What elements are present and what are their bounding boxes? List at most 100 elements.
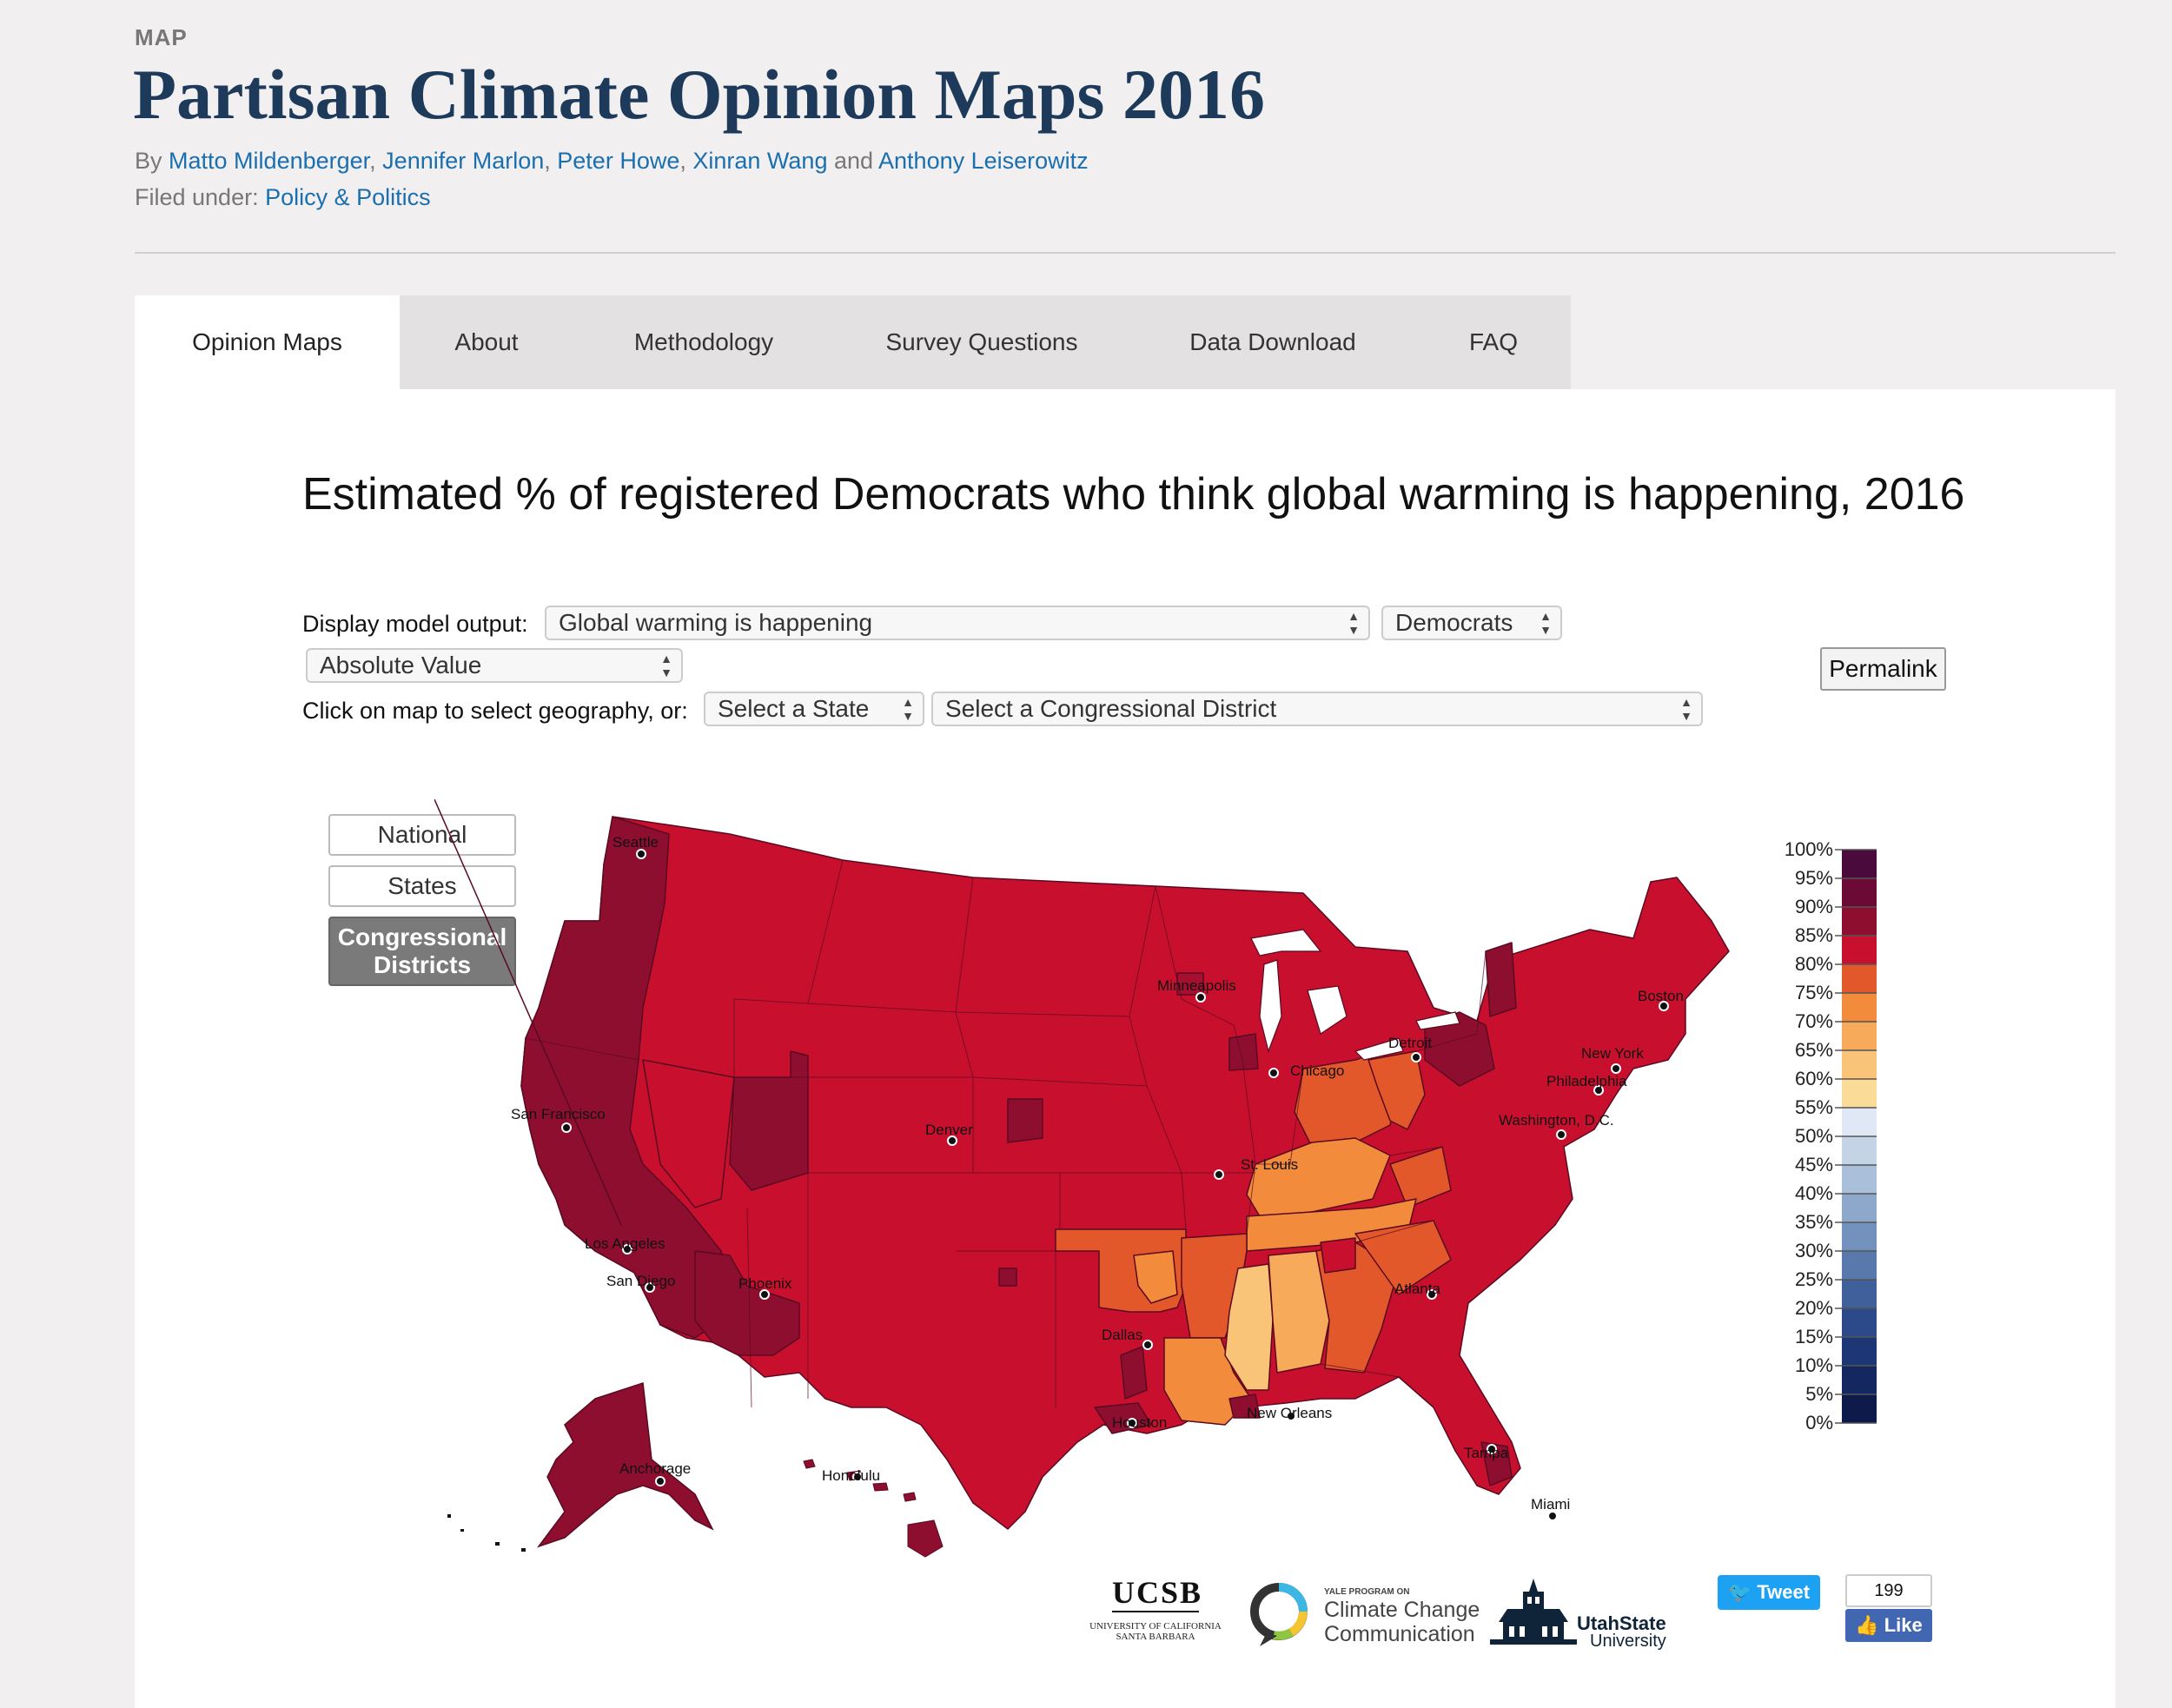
svg-text:Anchorage: Anchorage (619, 1460, 691, 1477)
district-select[interactable]: Select a Congressional District ▲ ▼ (931, 692, 1703, 726)
author-link[interactable]: Jennifer Marlon (382, 148, 545, 174)
legend-swatch (1842, 850, 1877, 878)
svg-text:Phoenix: Phoenix (738, 1275, 792, 1292)
map-region-georgia[interactable] (1315, 1241, 1400, 1374)
measure-select-value: Absolute Value (320, 652, 482, 679)
city-new-york: New York (1581, 1045, 1644, 1074)
legend-tick-label: 10% (1795, 1354, 1833, 1376)
tab-data-download[interactable]: Data Download (1189, 328, 1356, 355)
yale-logo-line1: Climate Change (1324, 1598, 1480, 1622)
permalink-button[interactable]: Permalink (1820, 647, 1946, 691)
state-borders (525, 833, 1487, 1408)
map-region-atlanta[interactable] (1320, 1237, 1356, 1274)
legend-swatch (1842, 964, 1877, 993)
svg-text:San Diego: San Diego (606, 1273, 675, 1289)
legend-tick-label: 30% (1795, 1240, 1833, 1261)
geography-label: Click on map to select geography, or: (302, 698, 688, 724)
thumbs-up-icon: 👍 (1855, 1614, 1879, 1636)
map-region-denver[interactable] (1007, 1098, 1043, 1143)
facebook-like-button[interactable]: 👍 Like (1845, 1609, 1932, 1642)
congressional-districts-button[interactable]: Congressional Districts (328, 917, 516, 986)
tab-methodology[interactable]: Methodology (633, 328, 774, 355)
map-region-nevada[interactable] (642, 1059, 735, 1208)
like-label: Like (1884, 1614, 1923, 1636)
map-region-oklahoma-central[interactable] (1133, 1250, 1178, 1304)
legend-swatch (1842, 1079, 1877, 1108)
city-tampa: Tampa (1464, 1444, 1509, 1461)
map-region-virginia[interactable] (1389, 1146, 1452, 1208)
svg-text:Washington, D.C.: Washington, D.C. (1499, 1112, 1614, 1129)
svg-text:Atlanta: Atlanta (1394, 1281, 1440, 1297)
legend-swatch (1842, 1194, 1877, 1222)
state-select[interactable]: Select a State ▲ ▼ (704, 692, 924, 726)
tab-survey-questions[interactable]: Survey Questions (885, 328, 1078, 355)
legend-tick-label: 25% (1795, 1268, 1833, 1290)
byline: By Matto Mildenberger, Jennifer Marlon, … (135, 148, 1089, 174)
map-region-vermont[interactable] (1485, 942, 1517, 1017)
legend-swatch (1842, 907, 1877, 936)
svg-text:New York: New York (1581, 1045, 1644, 1062)
select-arrows-icon: ▲ ▼ (1680, 695, 1692, 723)
tab-faq[interactable]: FAQ (1468, 328, 1518, 355)
national-button[interactable]: National (328, 814, 516, 856)
map-region-utah[interactable] (729, 1050, 809, 1191)
author-link[interactable]: Matto Mildenberger (169, 148, 370, 174)
legend-swatches (1842, 850, 1877, 1423)
category-link[interactable]: Policy & Politics (265, 184, 431, 210)
author-link[interactable]: Anthony Leiserowitz (878, 148, 1089, 174)
twitter-bird-icon: 🐦 (1727, 1581, 1752, 1603)
map-region-arizona-southwest[interactable] (694, 1250, 800, 1356)
yale-logo-line2: Communication (1324, 1622, 1475, 1646)
ucsb-logo[interactable]: UCSB UNIVERSITY OF CALIFORNIA SANTA BARB… (1077, 1574, 1234, 1644)
utah-state-logo[interactable]: UtahState University (1490, 1574, 1690, 1652)
svg-text:Denver: Denver (925, 1122, 973, 1138)
map-region-new-mexico-district[interactable] (998, 1268, 1017, 1287)
city-houston: Houston (1112, 1414, 1167, 1431)
tweet-button[interactable]: 🐦 Tweet (1718, 1575, 1820, 1610)
map-region-south-carolina[interactable] (1354, 1220, 1452, 1295)
ucsb-logo-sub1: UNIVERSITY OF CALIFORNIA (1089, 1621, 1222, 1632)
svg-text:Detroit: Detroit (1388, 1035, 1432, 1051)
map-region-oklahoma[interactable] (434, 799, 622, 1226)
question-select[interactable]: Global warming is happening ▲ ▼ (545, 606, 1370, 640)
tab-about[interactable]: About (454, 328, 519, 355)
map-region-houston[interactable] (1094, 1402, 1152, 1434)
legend-swatch (1842, 936, 1877, 964)
author-link[interactable]: Xinran Wang (692, 148, 828, 174)
district-select-value: Select a Congressional District (945, 695, 1277, 722)
svg-text:Minneapolis: Minneapolis (1157, 977, 1236, 994)
city-denver: Denver (925, 1122, 973, 1146)
map-region-chicago[interactable] (1228, 1033, 1259, 1071)
legend-tick-label: 5% (1805, 1383, 1833, 1405)
city-philadelphia: Philadelphia (1546, 1073, 1627, 1096)
author-link[interactable]: Peter Howe (557, 148, 680, 174)
legend-tick-label: 80% (1795, 953, 1833, 975)
legend-tick-label: 45% (1795, 1154, 1833, 1175)
map-region-new-orleans[interactable] (1228, 1394, 1261, 1419)
states-button[interactable]: States (328, 865, 516, 907)
ucsb-logo-sub2: SANTA BARBARA (1116, 1632, 1195, 1642)
usu-logo-line1: UtahState (1577, 1612, 1666, 1634)
svg-text:St. Louis: St. Louis (1241, 1156, 1298, 1173)
city-anchorage: Anchorage (619, 1460, 691, 1486)
legend-ticks: 100% 95% 90% 85% 80% 75% 70% 65% 60% 55% 50% 45% 40%… (1785, 838, 1877, 1433)
tab-opinion-maps[interactable]: Opinion Maps (135, 295, 400, 389)
city-detroit: Detroit (1388, 1035, 1432, 1063)
map-region-hawaii[interactable] (803, 1459, 944, 1558)
tweet-label: Tweet (1757, 1581, 1811, 1603)
measure-select[interactable]: Absolute Value ▲ ▼ (306, 648, 683, 683)
city-washington-dc: Washington, D.C. (1499, 1112, 1614, 1140)
party-select[interactable]: Democrats ▲ ▼ (1381, 606, 1562, 640)
alaska-islands (447, 1514, 526, 1552)
like-count: 199 (1845, 1574, 1932, 1607)
filed-under: Filed under: Policy & Politics (135, 184, 431, 211)
us-choropleth-map[interactable]: Seattle Minneapolis Boston Detroit Chica… (434, 799, 1755, 1581)
legend-swatch (1842, 878, 1877, 907)
svg-text:Seattle: Seattle (613, 834, 659, 851)
svg-text:Tampa: Tampa (1464, 1445, 1509, 1461)
map-region-texas-central[interactable] (1120, 1346, 1148, 1400)
select-arrows-icon: ▲ ▼ (902, 695, 914, 723)
map-region-alaska[interactable] (536, 1382, 714, 1548)
legend-tick-label: 35% (1795, 1211, 1833, 1233)
yale-climate-logo[interactable]: YALE PROGRAM ON Climate Change Communica… (1248, 1577, 1482, 1650)
